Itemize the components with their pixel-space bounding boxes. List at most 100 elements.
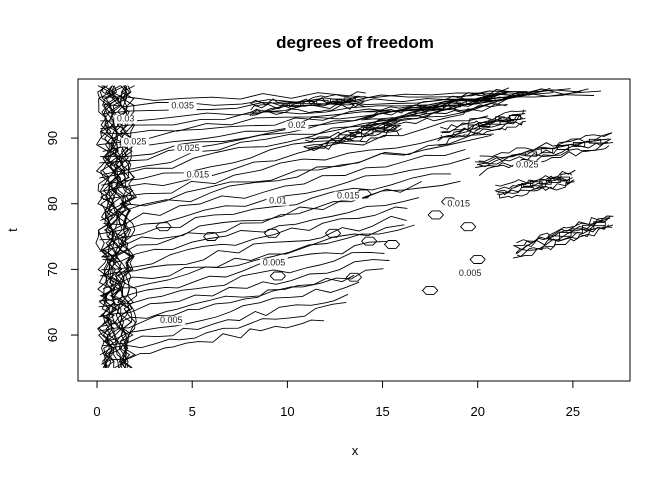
y-tick-label: 60 bbox=[45, 328, 60, 342]
contour-line bbox=[102, 281, 360, 342]
contour-line bbox=[103, 134, 492, 214]
contour-label-bg bbox=[266, 196, 290, 206]
contour-line bbox=[102, 224, 405, 290]
contour-line bbox=[479, 132, 613, 158]
x-axis-label: x bbox=[352, 443, 359, 458]
contour-line bbox=[303, 124, 402, 148]
contour-line bbox=[439, 110, 527, 130]
y-tick-label: 80 bbox=[45, 197, 60, 211]
contour-labels: 0.03 0.035 0.025 0.025 0.02 0.015 0.01 0.015 0.0… bbox=[114, 101, 542, 326]
contour-line bbox=[101, 115, 489, 192]
contour-line bbox=[100, 88, 571, 135]
contour-line bbox=[250, 95, 361, 109]
contour-line bbox=[302, 101, 315, 106]
contour-line bbox=[251, 91, 366, 105]
contour-line bbox=[98, 88, 542, 146]
contour-line bbox=[249, 101, 365, 117]
contour-line bbox=[516, 215, 614, 244]
x-tick-label: 10 bbox=[280, 404, 294, 419]
contour-line bbox=[288, 102, 302, 108]
contour-line bbox=[383, 240, 401, 249]
contour-line bbox=[329, 98, 343, 104]
contour-line bbox=[99, 180, 461, 252]
contour-line bbox=[100, 88, 595, 101]
contour-label-bg bbox=[260, 258, 289, 268]
contour-line bbox=[414, 108, 427, 114]
contour-label-bg bbox=[456, 268, 485, 278]
contour-line bbox=[100, 133, 494, 221]
contour-line bbox=[497, 180, 573, 196]
contour-label: 0.025 bbox=[516, 160, 539, 170]
contour-line bbox=[524, 151, 538, 157]
contour-line bbox=[515, 217, 611, 255]
contour-line bbox=[345, 272, 362, 282]
contour-line bbox=[101, 102, 492, 186]
contour-line bbox=[439, 118, 526, 138]
contour-line bbox=[431, 105, 444, 111]
contour-line bbox=[556, 145, 570, 150]
contour-line bbox=[572, 141, 586, 147]
contour-line bbox=[324, 228, 342, 238]
contour-label-bg bbox=[114, 114, 137, 124]
x-tick-label: 20 bbox=[470, 404, 484, 419]
contour-lines bbox=[95, 85, 614, 369]
contour-line bbox=[467, 124, 481, 130]
contour-line bbox=[304, 118, 401, 140]
contour-line bbox=[465, 99, 479, 105]
contour-line bbox=[117, 85, 134, 369]
contour-line bbox=[105, 85, 123, 368]
contour-line bbox=[343, 97, 356, 103]
contour-line bbox=[103, 94, 527, 175]
y-tick-label: 70 bbox=[45, 262, 60, 276]
contour-label: 0.025 bbox=[124, 137, 147, 147]
contour-line bbox=[482, 96, 496, 101]
contour-line bbox=[103, 148, 466, 226]
contour-label-bg bbox=[513, 160, 542, 170]
contour-line bbox=[99, 173, 451, 241]
contour-line bbox=[119, 85, 136, 369]
contour-line bbox=[421, 285, 439, 295]
contour-line bbox=[593, 221, 606, 227]
contour-line bbox=[263, 228, 281, 238]
contour-line bbox=[530, 181, 543, 187]
contour-label-bg bbox=[121, 137, 150, 147]
contour-label: 0.005 bbox=[459, 268, 482, 278]
contour-label: 0.015 bbox=[337, 190, 360, 200]
contour-line bbox=[488, 119, 501, 125]
contour-label-bg bbox=[168, 101, 197, 111]
contour-line bbox=[540, 148, 554, 154]
contour-line bbox=[548, 178, 561, 184]
contour-label: 0.03 bbox=[117, 114, 135, 124]
contour-line bbox=[101, 319, 325, 365]
contour-label-bg bbox=[334, 191, 363, 201]
contour-label: 0.01 bbox=[269, 196, 287, 206]
contour-line bbox=[495, 169, 576, 187]
y-tick-label: 90 bbox=[45, 131, 60, 145]
contour-line bbox=[475, 142, 614, 168]
contour-line bbox=[361, 98, 508, 128]
contour-label: 0.015 bbox=[447, 198, 470, 208]
x-tick-label: 0 bbox=[93, 404, 100, 419]
contour-line bbox=[498, 181, 575, 199]
contour-line bbox=[539, 179, 552, 185]
contour-line bbox=[498, 117, 511, 123]
contour-line bbox=[448, 102, 462, 108]
x-axis: 0 5 10 15 20 25 bbox=[93, 380, 580, 419]
contour-line bbox=[98, 259, 390, 318]
contour-label: 0.02 bbox=[288, 120, 306, 130]
contour-line bbox=[304, 120, 400, 143]
contour-line bbox=[101, 268, 384, 327]
contour-line bbox=[202, 232, 220, 241]
contour-line bbox=[269, 271, 286, 281]
contour-line bbox=[100, 215, 407, 277]
contour-line bbox=[98, 251, 385, 308]
contour-line bbox=[107, 85, 125, 368]
contour-line bbox=[101, 293, 349, 347]
contour-line bbox=[99, 94, 520, 179]
contour-line bbox=[478, 145, 610, 176]
contour-line bbox=[110, 85, 127, 369]
y-axis-label: t bbox=[5, 228, 20, 232]
contour-line bbox=[360, 236, 378, 246]
contour-line bbox=[155, 222, 172, 232]
